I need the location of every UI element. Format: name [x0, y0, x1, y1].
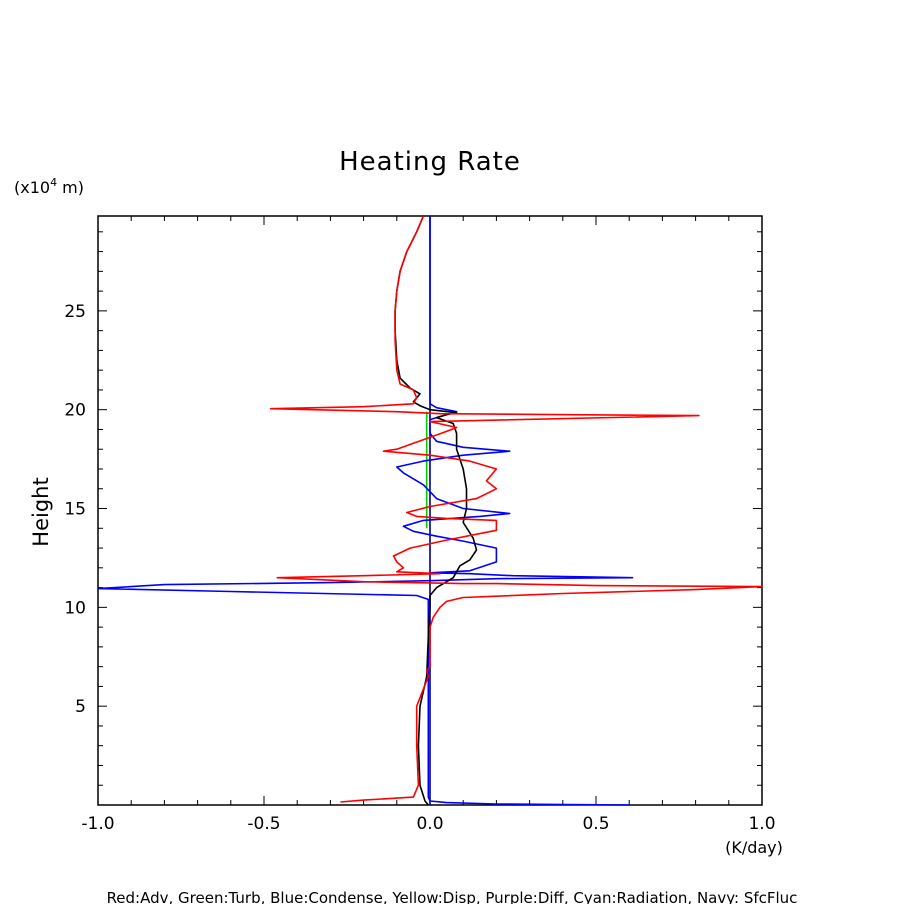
y-axis-unit-exponent: 4	[50, 176, 57, 189]
y-tick-label: 15	[64, 500, 86, 520]
y-axis-title: Height	[29, 477, 53, 546]
y-tick-label: 10	[64, 598, 86, 618]
y-axis-unit: (x104 m)	[14, 176, 84, 197]
chart-title: Heating Rate	[339, 147, 521, 177]
x-tick-label: -0.5	[247, 814, 280, 834]
x-tick-label: -1.0	[81, 814, 114, 834]
y-tick-label: 5	[75, 697, 86, 717]
y-axis-unit-prefix: (x10	[14, 178, 50, 197]
x-tick-labels: -1.0 -0.5 0.0 0.5 1.0	[81, 814, 775, 834]
x-axis-title: (K/day)	[725, 838, 783, 857]
y-tick-label: 25	[64, 302, 86, 322]
y-tick-label: 20	[64, 401, 86, 421]
series-layer	[97, 215, 763, 806]
x-tick-label: 0.0	[416, 814, 443, 834]
y-tick-labels: 5 10 15 20 25	[64, 302, 86, 717]
y-axis-unit-suffix: m)	[57, 178, 84, 197]
x-tick-label: 1.0	[748, 814, 775, 834]
series-line-black	[394, 215, 478, 806]
series-line-blue	[97, 216, 634, 806]
x-tick-label: 0.5	[582, 814, 609, 834]
legend-caption: Red:Adv, Green:Turb, Blue:Condense, Yell…	[107, 889, 798, 904]
series-line-red	[269, 215, 763, 803]
